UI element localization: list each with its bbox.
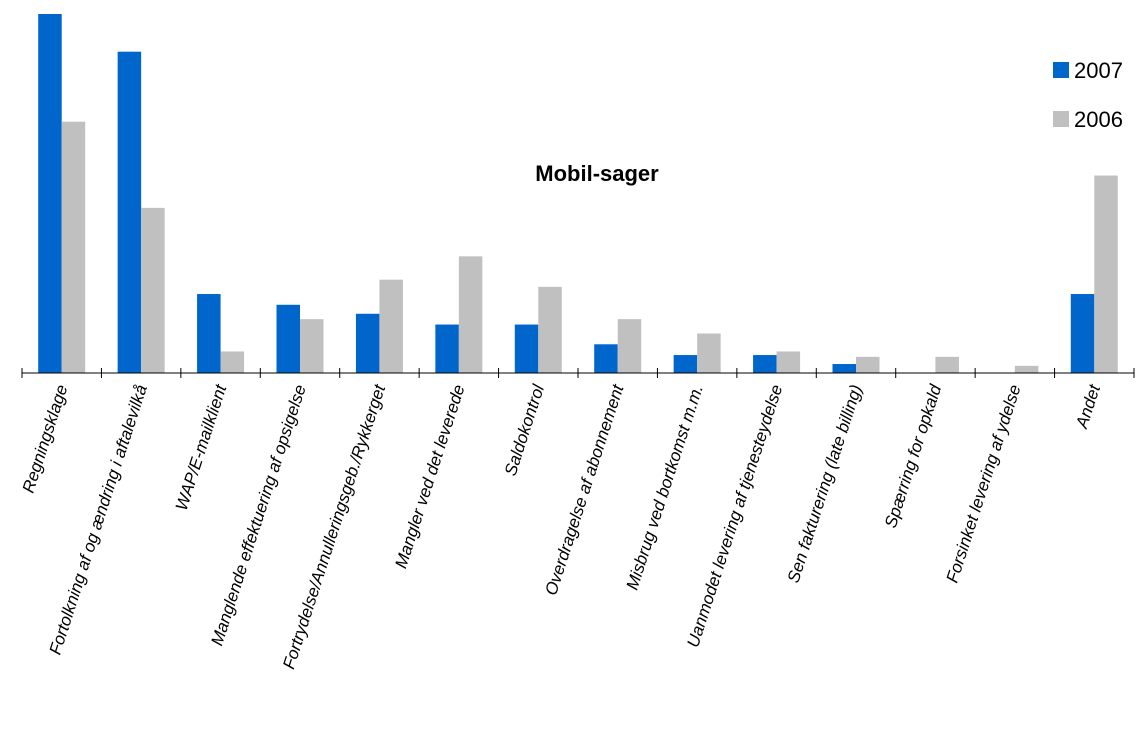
bar-2007-2 (117, 51, 142, 373)
category-label: Forsinket levering af ydelse (943, 382, 1025, 585)
legend: 2007 2006 (1053, 58, 1123, 132)
category-label: Regningsklage (19, 382, 72, 495)
bars-group (38, 14, 1118, 373)
chart-title: Mobil-sager (535, 161, 659, 186)
bar-2007-5 (355, 313, 380, 373)
bar-2006-8 (617, 319, 642, 373)
bar-2006-13 (1014, 365, 1039, 373)
bar-2006-14 (1094, 175, 1118, 373)
category-label: Andet (1072, 381, 1105, 431)
x-axis (21, 368, 1135, 378)
bar-2006-10 (776, 351, 801, 373)
bar-2006-1 (61, 121, 86, 373)
bar-2007-4 (276, 304, 300, 373)
legend-label-2006: 2006 (1074, 107, 1123, 132)
bar-2006-12 (935, 356, 959, 373)
bar-2006-9 (697, 333, 721, 373)
category-label: Saldokontrol (501, 381, 549, 478)
bar-2006-4 (300, 319, 324, 373)
legend-label-2007: 2007 (1074, 58, 1123, 83)
bar-2006-3 (220, 351, 245, 373)
category-label: Manglende effektuering af opsigelse (207, 382, 309, 648)
bar-2006-5 (379, 279, 403, 373)
legend-swatch-2007 (1053, 62, 1069, 78)
bar-2006-11 (856, 356, 880, 373)
category-label: Mangler ved det leverede (391, 382, 468, 570)
bar-2007-1 (38, 14, 62, 373)
category-label: Overdragelse af abonnement (541, 381, 628, 598)
bar-2007-6 (435, 324, 459, 373)
bar-2006-7 (538, 286, 562, 373)
bar-2007-11 (832, 364, 856, 373)
bar-2006-2 (141, 207, 165, 373)
bar-2007-8 (594, 344, 618, 373)
bar-2007-3 (197, 294, 221, 373)
category-label: Misbrug ved bortkomst m.m. (623, 382, 707, 592)
bar-2006-6 (458, 256, 483, 373)
category-label: Uanmodet levering af tjenesteydelse (683, 382, 786, 649)
category-label: Fortolkning af og ændring i aftalevilkå (46, 382, 151, 657)
bar-2007-10 (753, 355, 777, 373)
legend-swatch-2006 (1053, 111, 1069, 127)
bar-2007-7 (514, 324, 539, 373)
category-label: Spærring for opkald (881, 382, 945, 530)
category-label: WAP/E-mailklient (172, 381, 231, 513)
bar-2007-9 (673, 355, 698, 373)
category-label: Sen fakturering (late billing) (784, 382, 866, 585)
bar-2007-14 (1070, 294, 1095, 373)
